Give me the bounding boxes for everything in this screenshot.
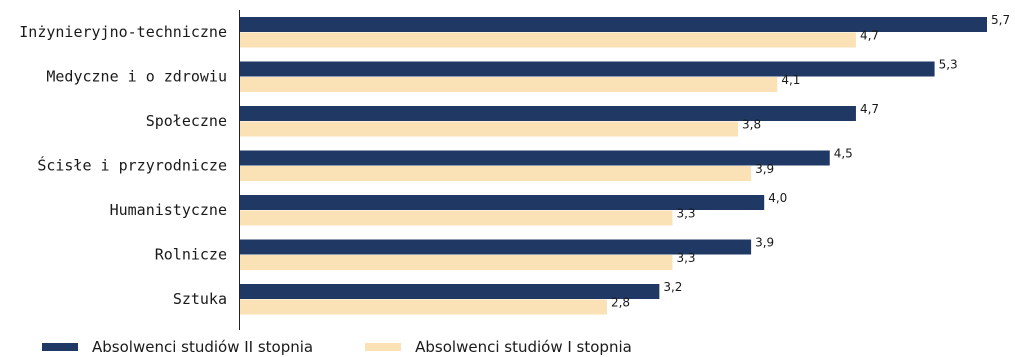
bar-chart: Inżynieryjno-techniczne 5,7 4,7 Medyczne i … (19, 10, 1010, 330)
value-label-series-0: 3,9 (755, 236, 774, 250)
legend-item-series-0: Absolwenci studiów II stopnia (42, 338, 313, 356)
value-label-series-0: 3,2 (663, 280, 682, 294)
bar-series-0 (240, 106, 856, 121)
bar-series-0 (240, 239, 752, 255)
bar-series-1 (240, 32, 856, 48)
legend: Absolwenci studiów II stopnia Absolwenci… (42, 338, 684, 356)
bars-group (240, 17, 987, 315)
bar-series-0 (240, 150, 830, 166)
value-label-series-0: 4,5 (834, 147, 853, 161)
bar-series-0 (240, 17, 987, 32)
value-label-series-0: 5,7 (991, 13, 1010, 27)
legend-label-series-0: Absolwenci studiów II stopnia (92, 338, 314, 356)
value-label-series-0: 4,7 (860, 102, 879, 116)
value-label-series-1: 2,8 (611, 296, 630, 310)
value-label-series-1: 3,3 (676, 207, 695, 221)
bar-series-0 (240, 61, 935, 77)
value-label-series-1: 3,3 (676, 251, 695, 265)
value-label-series-1: 4,7 (860, 29, 879, 43)
bar-series-1 (240, 299, 607, 315)
category-label: Społeczne (146, 112, 227, 130)
bar-series-1 (240, 166, 752, 181)
category-label: Medyczne i o zdrowiu (46, 68, 227, 86)
value-label-series-1: 3,8 (742, 118, 761, 132)
bar-series-0 (240, 195, 765, 210)
legend-swatch-series-1 (365, 343, 402, 351)
category-label: Ścisłe i przyrodnicze (37, 156, 227, 175)
category-label: Inżynieryjno-techniczne (19, 23, 227, 41)
legend-item-series-1: Absolwenci studiów I stopnia (365, 338, 632, 356)
value-label-series-0: 5,3 (939, 58, 958, 72)
category-label: Humanistyczne (110, 201, 227, 219)
bar-series-1 (240, 77, 778, 92)
value-label-series-1: 3,9 (755, 162, 774, 176)
value-label-series-0: 4,0 (768, 191, 787, 205)
labels-group: Inżynieryjno-techniczne 5,7 4,7 Medyczne i … (19, 13, 1010, 310)
category-label: Sztuka (173, 290, 227, 308)
legend-label-series-1: Absolwenci studiów I stopnia (415, 338, 632, 356)
bar-series-1 (240, 121, 738, 137)
legend-swatch-series-0 (42, 343, 78, 351)
category-label: Rolnicze (155, 246, 227, 264)
value-label-series-1: 4,1 (781, 73, 800, 87)
bar-series-1 (240, 255, 673, 270)
bar-series-1 (240, 210, 673, 226)
bar-series-0 (240, 284, 660, 299)
